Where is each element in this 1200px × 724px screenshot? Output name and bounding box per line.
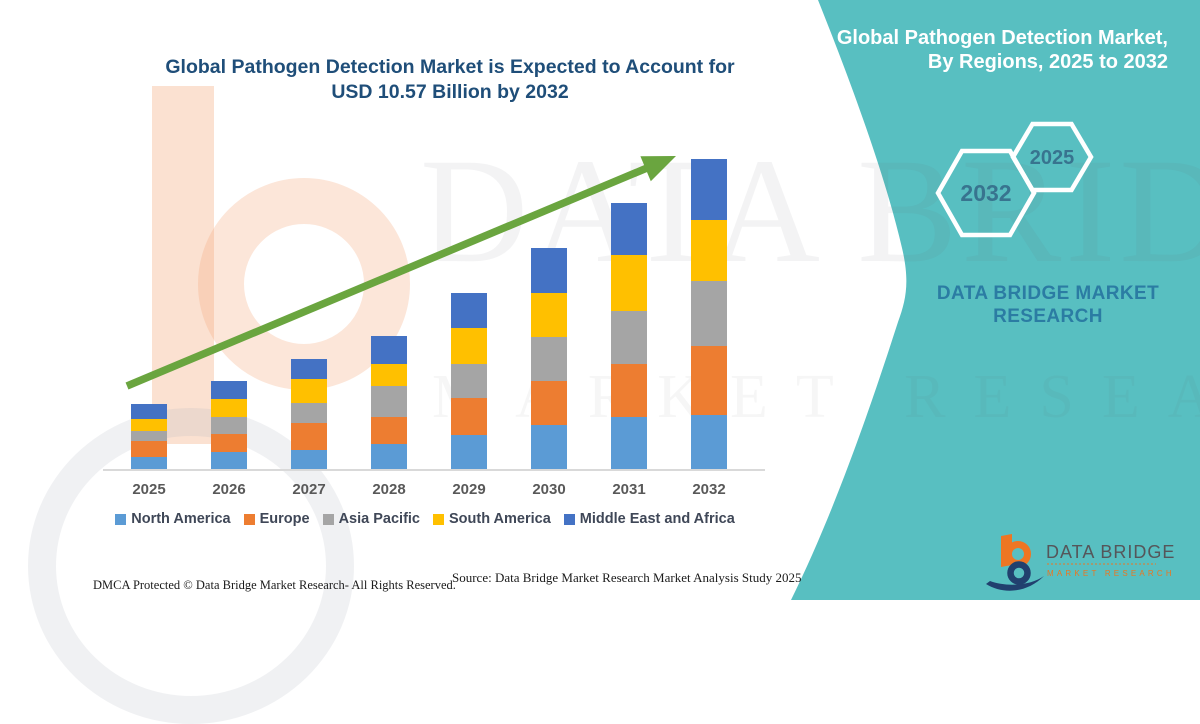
x-tick-2029: 2029: [452, 481, 486, 498]
bar-segment-2030-middle-east-and-africa: [531, 248, 567, 294]
bar-segment-2028-north-america: [371, 444, 407, 470]
bar-2026: [211, 381, 247, 470]
hexagon-badges: 2032 2025: [935, 121, 1094, 238]
bar-segment-2025-europe: [131, 440, 167, 457]
legend: North America Europe Asia Pacific South Ame…: [80, 511, 770, 527]
bar-segment-2029-asia-pacific: [451, 363, 487, 399]
bar-segment-2026-asia-pacific: [211, 416, 247, 435]
hexagon-2032-label: 2032: [960, 180, 1011, 206]
x-tick-2032: 2032: [692, 481, 726, 498]
bar-segment-2026-south-america: [211, 399, 247, 417]
bar-segment-2025-north-america: [131, 456, 167, 470]
chart-title-line2: USD 10.57 Billion by 2032: [331, 81, 569, 103]
x-tick-2027: 2027: [292, 481, 326, 498]
bar-segment-2031-europe: [611, 364, 647, 417]
bar-segment-2028-middle-east-and-africa: [371, 336, 407, 365]
legend-item-south-america: South America: [433, 511, 551, 527]
legend-swatch: [115, 513, 127, 525]
bar-segment-2028-europe: [371, 417, 407, 445]
bar-2030: [531, 248, 567, 470]
bar-segment-2031-middle-east-and-africa: [611, 203, 647, 256]
bar-segment-2031-asia-pacific: [611, 311, 647, 364]
bar-segment-2027-north-america: [291, 450, 327, 470]
legend-swatch: [563, 513, 575, 525]
logo-b-icon: [986, 534, 1044, 591]
bar-2031: [611, 203, 647, 470]
bar-segment-2030-south-america: [531, 293, 567, 338]
bar-segment-2026-north-america: [211, 452, 247, 470]
legend-item-asia-pacific: Asia Pacific: [322, 511, 420, 527]
bar-segment-2030-asia-pacific: [531, 337, 567, 381]
legend-swatch: [322, 513, 334, 525]
bar-segment-2026-europe: [211, 434, 247, 453]
hexagon-2025: [1010, 121, 1094, 193]
bar-segment-2027-south-america: [291, 378, 327, 404]
legend-label: South America: [449, 511, 551, 527]
legend-swatch: [433, 513, 444, 525]
x-tick-2025: 2025: [132, 481, 166, 498]
bar-segment-2028-asia-pacific: [371, 386, 407, 418]
bar-segment-2032-south-america: [691, 219, 727, 282]
x-tick-2031: 2031: [612, 481, 646, 498]
chart-title-line1: Global Pathogen Detection Market is Expe…: [165, 56, 735, 78]
bar-2028: [371, 336, 407, 470]
bar-segment-2027-middle-east-and-africa: [291, 358, 327, 379]
bar-segment-2031-south-america: [611, 255, 647, 311]
trend-arrow: [125, 156, 676, 390]
bar-2029: [451, 292, 487, 470]
legend-label: Middle East and Africa: [579, 511, 735, 527]
hexagon-2032: [935, 148, 1037, 238]
logo-name-text: DATA BRIDGE: [1046, 542, 1175, 562]
legend-item-middle-east-and-africa: Middle East and Africa: [563, 511, 735, 527]
bar-segment-2025-south-america: [131, 418, 167, 431]
bar-segment-2029-europe: [451, 398, 487, 435]
panel-title-line2: By Regions, 2025 to 2032: [927, 51, 1168, 73]
side-panel-background: [791, 0, 1200, 600]
bar-segment-2025-asia-pacific: [131, 430, 167, 441]
bar-segment-2027-asia-pacific: [291, 403, 327, 424]
legend-label: Asia Pacific: [338, 511, 420, 527]
bar-segment-2032-north-america: [691, 414, 727, 470]
bar-segment-2028-south-america: [371, 364, 407, 387]
x-tick-2026: 2026: [212, 481, 246, 498]
bar-segment-2029-north-america: [451, 435, 487, 470]
legend-item-europe: Europe: [243, 511, 310, 527]
legend-swatch: [243, 513, 255, 525]
bar-segment-2027-europe: [291, 423, 327, 450]
bar-2027: [291, 358, 327, 470]
bar-segment-2030-europe: [531, 380, 567, 425]
data-bridge-logo: DATA BRIDGE MARKET RESEARCH: [986, 534, 1175, 591]
x-axis-line: [103, 469, 765, 471]
brand-text-line2: RESEARCH: [993, 306, 1103, 327]
bar-2025: [131, 403, 167, 470]
source-text: Source: Data Bridge Market Research Mark…: [452, 570, 802, 585]
panel-title: Global Pathogen Detection Market, By Reg…: [768, 26, 1168, 74]
legend-label: North America: [131, 511, 231, 527]
dmca-copyright-text: DMCA Protected © Data Bridge Market Rese…: [93, 578, 456, 592]
panel-title-line1: Global Pathogen Detection Market,: [836, 27, 1168, 49]
infographic-canvas: { "chart": { "title_line1": "Global Path…: [28, 0, 1200, 724]
bar-segment-2026-middle-east-and-africa: [211, 381, 247, 400]
bar-segment-2032-europe: [691, 346, 727, 415]
x-axis-labels: 2025 2026 2027 2028 2029 2030 2031 2032: [105, 481, 765, 501]
brand-text: DATA BRIDGE MARKET RESEARCH: [935, 282, 1161, 328]
bar-segment-2025-middle-east-and-africa: [131, 403, 167, 419]
bar-segment-2030-north-america: [531, 425, 567, 470]
legend-label: Europe: [259, 511, 310, 527]
chart-title: Global Pathogen Detection Market is Expe…: [120, 55, 780, 105]
brand-text-line1: DATA BRIDGE MARKET: [936, 283, 1160, 304]
bar-segment-2029-middle-east-and-africa: [451, 292, 487, 329]
hexagon-2025-label: 2025: [1030, 147, 1075, 169]
bar-segment-2029-south-america: [451, 328, 487, 364]
plot-area: [105, 140, 765, 470]
bar-segment-2032-asia-pacific: [691, 281, 727, 347]
logo-subtitle-text: MARKET RESEARCH: [1047, 569, 1175, 578]
x-tick-2028: 2028: [372, 481, 406, 498]
bar-segment-2032-middle-east-and-africa: [691, 159, 727, 220]
x-tick-2030: 2030: [532, 481, 566, 498]
bar-segment-2031-north-america: [611, 417, 647, 470]
bar-2032: [691, 159, 727, 470]
legend-item-north-america: North America: [115, 511, 231, 527]
